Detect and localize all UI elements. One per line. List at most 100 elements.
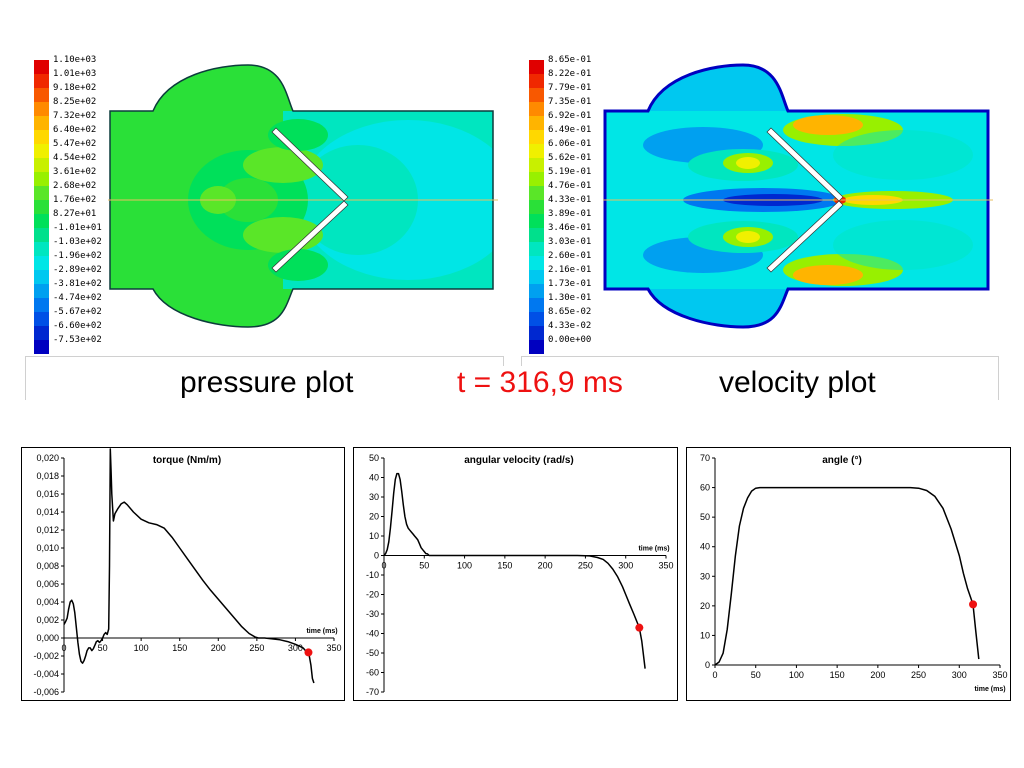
x-tick-label: 350 xyxy=(326,643,341,653)
legend-swatch xyxy=(529,340,544,354)
legend-swatch xyxy=(529,144,544,158)
y-tick-label: -50 xyxy=(366,648,379,658)
current-time-marker xyxy=(304,648,313,657)
legend-swatch xyxy=(34,172,49,186)
legend-label: 5.62e-01 xyxy=(548,153,592,163)
x-tick-label: 250 xyxy=(578,561,593,571)
legend-swatch xyxy=(34,270,49,284)
y-tick-label: 20 xyxy=(700,601,710,611)
legend-label: 5.19e-01 xyxy=(548,167,592,177)
legend-swatch xyxy=(529,214,544,228)
legend-swatch xyxy=(34,130,49,144)
y-tick-label: 0,008 xyxy=(36,561,59,571)
legend-label: 7.32e+02 xyxy=(53,111,97,121)
legend-swatch xyxy=(529,130,544,144)
x-tick-label: 100 xyxy=(789,670,804,680)
x-tick-label: 50 xyxy=(98,643,108,653)
x-axis-label: time (ms) xyxy=(974,686,1005,693)
legend-label: 1.01e+03 xyxy=(53,69,97,79)
legend-label: -7.53e+02 xyxy=(53,335,102,345)
caption-frame-right xyxy=(521,356,999,357)
legend-label: 2.68e+02 xyxy=(53,181,97,191)
legend-label: 4.33e-01 xyxy=(548,195,592,205)
x-tick-label: 200 xyxy=(538,561,553,571)
angular-velocity-chart: angular velocity (rad/s) 50 40 30 20 10 0 -10 -2… xyxy=(353,447,678,701)
x-tick-label: 200 xyxy=(870,670,885,680)
legend-swatch xyxy=(529,116,544,130)
current-time-marker xyxy=(635,623,644,632)
pressure-contour-plot xyxy=(108,64,498,328)
legend-swatch xyxy=(529,270,544,284)
legend-label: 8.22e-01 xyxy=(548,69,592,79)
pressure-caption: pressure plot xyxy=(180,366,354,399)
legend-swatch xyxy=(34,102,49,116)
x-tick-label: 300 xyxy=(618,561,633,571)
legend-swatch xyxy=(34,60,49,74)
x-tick-label: 250 xyxy=(911,670,926,680)
legend-label: 2.16e-01 xyxy=(548,265,592,275)
y-tick-label: -30 xyxy=(366,609,379,619)
legend-swatch xyxy=(529,200,544,214)
legend-swatch xyxy=(529,228,544,242)
y-tick-label: 0 xyxy=(374,551,379,561)
angle-chart: angle (°) 70 60 50 40 30 20 10 0 0 50 100 150 200 250 3… xyxy=(686,447,1011,701)
legend-label: 3.89e-01 xyxy=(548,209,592,219)
x-tick-label: 150 xyxy=(172,643,187,653)
y-tick-label: 70 xyxy=(700,453,710,463)
legend-swatch xyxy=(529,102,544,116)
chart-title: torque (Nm/m) xyxy=(153,455,221,466)
legend-swatch xyxy=(34,186,49,200)
y-tick-label: 0,004 xyxy=(36,597,59,607)
legend-swatch xyxy=(34,116,49,130)
legend-label: 4.54e+02 xyxy=(53,153,97,163)
legend-label: -3.81e+02 xyxy=(53,279,102,289)
legend-label: 6.92e-01 xyxy=(548,111,592,121)
x-tick-label: 350 xyxy=(992,670,1007,680)
legend-label: -1.03e+02 xyxy=(53,237,102,247)
legend-label: 6.40e+02 xyxy=(53,125,97,135)
legend-swatch xyxy=(34,340,49,354)
torque-chart: torque (Nm/m) 0,020 0,018 0,016 0,014 0,012 0,… xyxy=(21,447,345,701)
series-line xyxy=(383,472,646,669)
legend-swatch xyxy=(34,284,49,298)
legend-swatch xyxy=(34,158,49,172)
series-line xyxy=(714,486,980,666)
y-tick-label: 0,010 xyxy=(36,543,59,553)
x-tick-label: 300 xyxy=(952,670,967,680)
x-tick-label: 150 xyxy=(497,561,512,571)
legend-label: -4.74e+02 xyxy=(53,293,102,303)
chart-title: angular velocity (rad/s) xyxy=(464,455,573,466)
legend-swatch xyxy=(529,172,544,186)
y-tick-label: 50 xyxy=(700,512,710,522)
legend-swatch xyxy=(34,312,49,326)
legend-label: -2.89e+02 xyxy=(53,265,102,275)
x-tick-label: 0 xyxy=(381,561,386,571)
series-line xyxy=(63,448,315,684)
legend-swatch xyxy=(34,228,49,242)
x-tick-label: 50 xyxy=(419,561,429,571)
x-tick-label: 50 xyxy=(751,670,761,680)
y-tick-label: 0,012 xyxy=(36,525,59,535)
x-tick-label: 200 xyxy=(211,643,226,653)
y-tick-label: 0,002 xyxy=(36,615,59,625)
legend-swatch xyxy=(529,186,544,200)
legend-label: 1.73e-01 xyxy=(548,279,592,289)
y-tick-label: 10 xyxy=(700,630,710,640)
y-tick-label: 40 xyxy=(700,542,710,552)
y-tick-label: -0,004 xyxy=(33,669,59,679)
y-tick-label: 0,014 xyxy=(36,507,59,517)
y-tick-label: -60 xyxy=(366,668,379,678)
x-tick-label: 100 xyxy=(134,643,149,653)
y-tick-label: 0,000 xyxy=(36,633,59,643)
legend-label: 8.65e-01 xyxy=(548,55,592,65)
legend-label: 5.47e+02 xyxy=(53,139,97,149)
x-tick-label: 350 xyxy=(658,561,673,571)
legend-label: 1.10e+03 xyxy=(53,55,97,65)
legend-swatch xyxy=(34,144,49,158)
caption-frame-left xyxy=(25,356,503,357)
x-tick-label: 150 xyxy=(830,670,845,680)
y-tick-label: -0,006 xyxy=(33,687,59,697)
legend-swatch xyxy=(529,284,544,298)
y-tick-label: 0,016 xyxy=(36,489,59,499)
y-tick-label: 30 xyxy=(369,492,379,502)
